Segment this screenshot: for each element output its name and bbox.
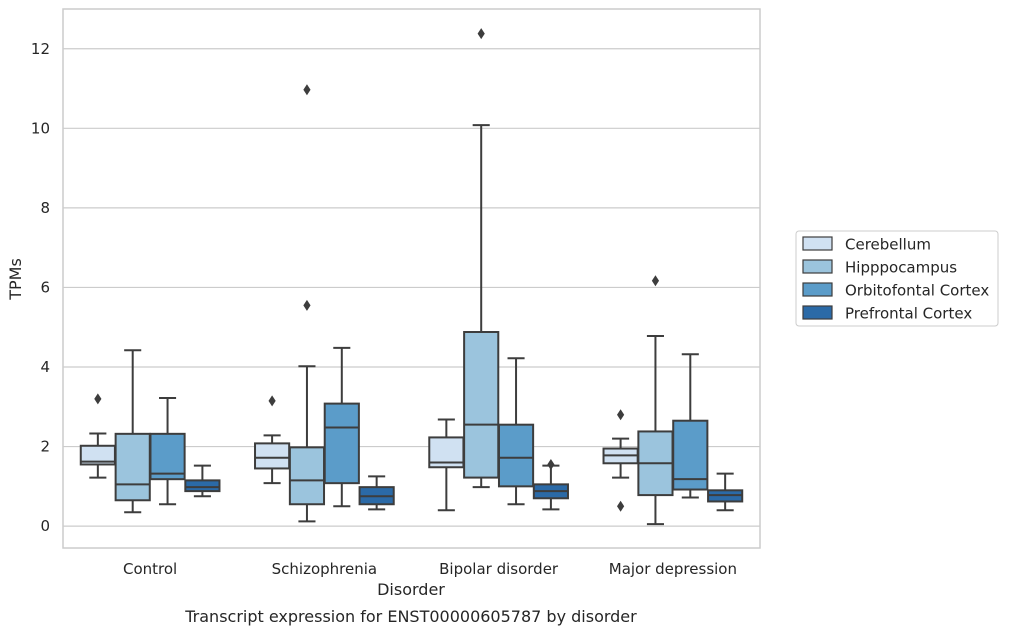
outlier-point bbox=[617, 409, 625, 421]
box-0-2 bbox=[428, 418, 465, 512]
box-0-0 bbox=[79, 393, 116, 479]
box-3-1 bbox=[358, 475, 395, 511]
y-tick-labels: 0 2 4 6 8 10 12 bbox=[31, 40, 50, 535]
box-0-1 bbox=[254, 395, 291, 485]
outlier-point bbox=[303, 299, 311, 311]
box-iqr bbox=[254, 442, 291, 470]
box-1-1 bbox=[288, 84, 326, 523]
outlier-point bbox=[94, 393, 102, 405]
legend-label: Orbitofontal Cortex bbox=[845, 282, 989, 300]
box-0-3 bbox=[602, 409, 639, 512]
box-3-2 bbox=[532, 458, 569, 511]
y-tick-label: 8 bbox=[40, 199, 50, 217]
box-iqr bbox=[184, 479, 221, 493]
box-1-0 bbox=[114, 349, 151, 514]
legend-frame bbox=[795, 230, 999, 327]
box-iqr bbox=[672, 419, 709, 491]
legend: Cerebellum Hipppocampus Orbitofontal Corte… bbox=[795, 230, 999, 327]
legend-label: Prefrontal Cortex bbox=[845, 305, 972, 323]
legend-swatch bbox=[802, 305, 833, 320]
legend-swatch bbox=[802, 282, 833, 297]
box-iqr bbox=[114, 432, 151, 502]
boxes bbox=[79, 28, 744, 526]
chart-caption: Transcript expression for ENST0000060578… bbox=[184, 607, 637, 626]
y-tick-label: 4 bbox=[40, 358, 50, 376]
outlier-point bbox=[303, 84, 311, 96]
outlier-point bbox=[547, 458, 555, 470]
y-axis-label: TPMs bbox=[6, 258, 25, 301]
box-iqr bbox=[497, 423, 535, 488]
box-3-0 bbox=[184, 464, 221, 498]
legend-label: Hipppocampus bbox=[845, 259, 957, 277]
y-tick-label: 6 bbox=[40, 278, 50, 296]
outlier-point bbox=[651, 275, 660, 287]
outlier-point bbox=[477, 28, 485, 40]
y-tick-label: 10 bbox=[31, 119, 50, 137]
x-tick-label: Bipolar disorder bbox=[439, 560, 559, 578]
box-2-1 bbox=[323, 346, 360, 508]
y-tick-label: 12 bbox=[31, 40, 50, 58]
box-iqr bbox=[463, 331, 500, 479]
y-tick-label: 0 bbox=[40, 517, 50, 535]
outlier-point bbox=[268, 395, 276, 407]
x-tick-labels: Control Schizophrenia Bipolar disorder Majo… bbox=[123, 560, 737, 578]
y-tick-label: 2 bbox=[40, 438, 50, 456]
box-2-0 bbox=[149, 397, 186, 506]
box-3-3 bbox=[707, 472, 744, 512]
x-tick-label: Major depression bbox=[609, 560, 737, 578]
x-axis-label: Disorder bbox=[377, 580, 445, 599]
legend-swatch bbox=[802, 236, 833, 251]
legend-swatch bbox=[802, 259, 833, 274]
outlier-point bbox=[617, 500, 625, 512]
box-1-2 bbox=[463, 28, 500, 489]
plot-frame bbox=[62, 8, 761, 549]
box-2-3 bbox=[672, 353, 709, 499]
x-tick-label: Control bbox=[123, 560, 177, 578]
box-1-3 bbox=[637, 275, 674, 526]
box-iqr bbox=[288, 446, 326, 506]
legend-label: Cerebellum bbox=[845, 236, 931, 254]
box-2-2 bbox=[497, 357, 535, 506]
x-tick-label: Schizophrenia bbox=[272, 560, 377, 578]
box-iqr bbox=[149, 432, 186, 481]
box-iqr bbox=[323, 402, 360, 485]
